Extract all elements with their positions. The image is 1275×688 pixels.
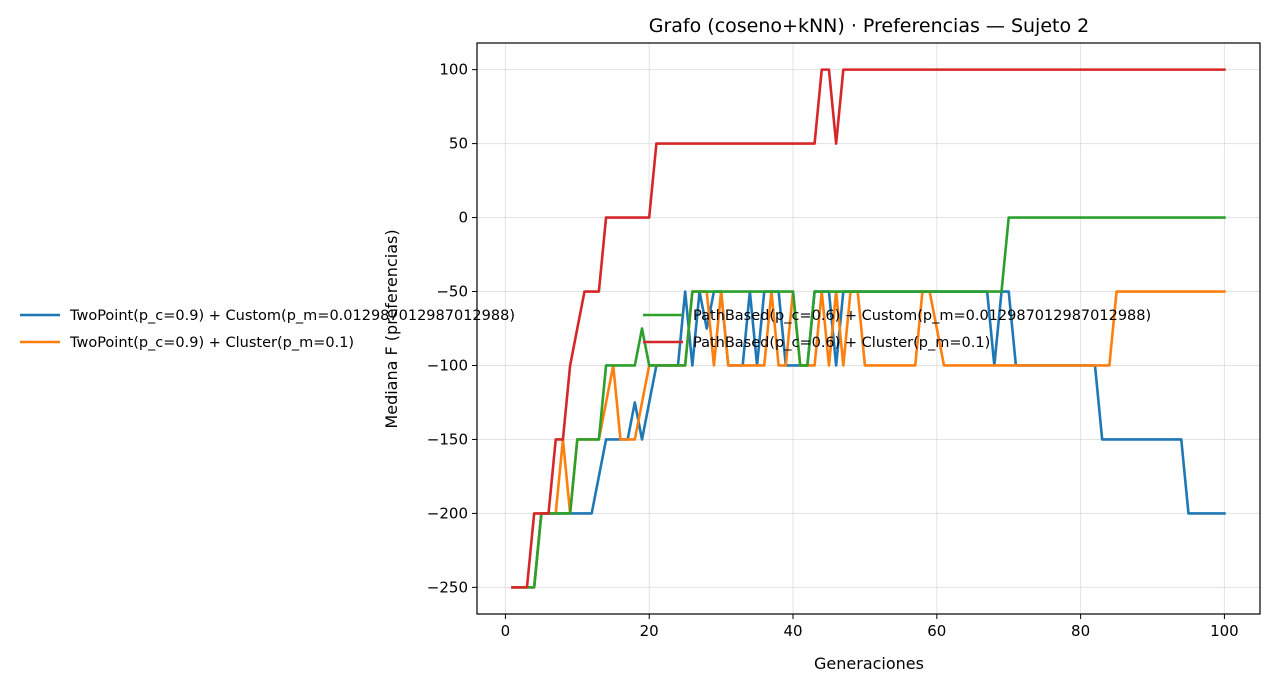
series-line-4: [511, 68, 1226, 589]
plot-area-frame: [476, 42, 1261, 615]
legend-item: TwoPoint(p_c=0.9) + Cluster(p_m=0.1): [20, 335, 354, 351]
legend-label: PathBased(p_c=0.6) + Cluster(p_m=0.1): [693, 335, 990, 351]
series-line-2: [511, 290, 1226, 589]
x-tick-label: 20: [640, 622, 659, 640]
y-tick-label: −100: [427, 356, 468, 374]
y-axis-title: Mediana F (preferencias): [382, 229, 401, 428]
x-tick-label: 60: [927, 622, 946, 640]
legend-label: TwoPoint(p_c=0.9) + Cluster(p_m=0.1): [69, 335, 354, 351]
legend-item: PathBased(p_c=0.6) + Cluster(p_m=0.1): [643, 335, 990, 351]
y-tick-label: −250: [427, 578, 468, 596]
x-tick-label: 80: [1071, 622, 1090, 640]
legend: TwoPoint(p_c=0.9) + Custom(p_m=0.0129870…: [20, 308, 1151, 351]
legend-item: PathBased(p_c=0.6) + Custom(p_m=0.012987…: [643, 308, 1151, 324]
y-axis: −250 −200 −150 −100 −50 0 50 100: [427, 61, 477, 596]
x-axis-title: Generaciones: [814, 654, 924, 673]
y-tick-label: −150: [427, 430, 468, 448]
legend-label: PathBased(p_c=0.6) + Custom(p_m=0.012987…: [693, 308, 1151, 324]
y-tick-label: 100: [439, 61, 468, 79]
x-tick-label: 100: [1210, 622, 1239, 640]
legend-item: TwoPoint(p_c=0.9) + Custom(p_m=0.0129870…: [20, 308, 515, 324]
x-tick-label: 0: [501, 622, 511, 640]
x-tick-label: 40: [783, 622, 802, 640]
y-tick-label: 50: [449, 135, 468, 153]
legend-label: TwoPoint(p_c=0.9) + Custom(p_m=0.0129870…: [69, 308, 515, 324]
y-tick-label: 0: [458, 209, 468, 227]
x-axis: 0 20 40 60 80 100: [501, 614, 1239, 640]
y-tick-label: −50: [436, 283, 468, 301]
series-lines: [511, 68, 1226, 589]
y-tick-label: −200: [427, 504, 468, 522]
chart-title: Grafo (coseno+kNN) · Preferencias — Suje…: [649, 15, 1089, 37]
series-line-3: [511, 216, 1226, 589]
